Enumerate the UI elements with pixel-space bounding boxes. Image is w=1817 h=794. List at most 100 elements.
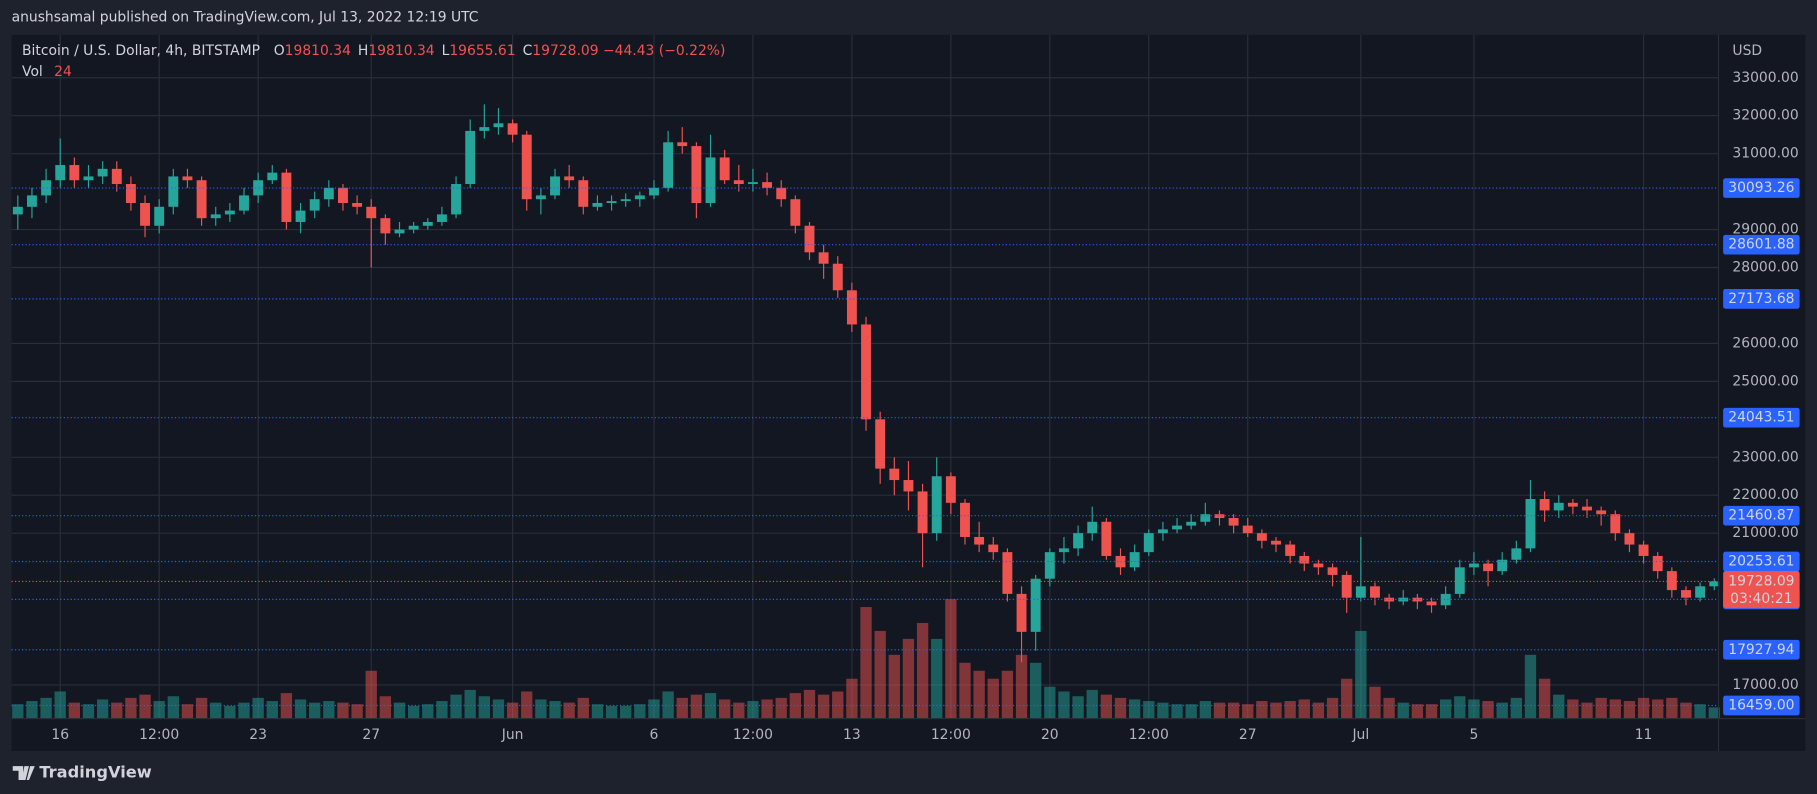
volume-bar — [393, 702, 406, 719]
x-tick-label: 12:00 — [733, 727, 773, 743]
volume-bar — [959, 662, 971, 719]
candle-body — [1666, 571, 1677, 591]
candle-body — [1044, 552, 1055, 579]
currency: USD — [1732, 43, 1762, 59]
volume-bar — [931, 638, 943, 719]
candle-body — [422, 221, 433, 226]
candle-body — [1271, 540, 1281, 545]
candle-body — [1299, 555, 1310, 564]
volume-bar — [309, 702, 321, 719]
volume-bar — [407, 705, 420, 719]
candle-body — [267, 172, 278, 181]
volume-bar — [1058, 691, 1070, 719]
level-tag — [1723, 178, 1800, 198]
candle-body — [677, 142, 688, 147]
volume-bar — [1015, 654, 1028, 719]
x-tick-label: 13 — [843, 727, 861, 743]
level-tag — [1723, 234, 1800, 255]
volume-bar — [549, 701, 561, 719]
volume-bar — [238, 702, 250, 719]
candle-body — [479, 127, 490, 131]
candle-body — [649, 187, 659, 196]
volume-bar — [1284, 701, 1296, 719]
candle-body — [705, 157, 716, 203]
volume-bar — [1567, 699, 1579, 719]
volume-bar — [1242, 704, 1254, 719]
y-tick-label: 31000.00 — [1732, 146, 1798, 162]
x-tick-label: 16 — [51, 727, 69, 743]
volume-bar — [1553, 694, 1565, 719]
candle-body — [1242, 525, 1253, 534]
volume-bar — [1652, 699, 1664, 719]
marks — [12, 104, 1720, 719]
candle-body — [1002, 552, 1013, 594]
candle-body — [239, 195, 249, 211]
volume-bar — [1468, 699, 1480, 719]
candle-body — [1157, 529, 1168, 534]
volume-bar — [535, 699, 547, 719]
x-tick-label: 12:00 — [1129, 727, 1169, 743]
volume-bar — [1256, 701, 1268, 719]
volume-bar — [1595, 697, 1607, 719]
level-label: 21460.87 — [1728, 508, 1794, 524]
candle-body — [592, 202, 603, 207]
volume-bar — [1637, 697, 1650, 719]
volume-bar — [1143, 701, 1155, 719]
candle-body — [168, 176, 179, 207]
candle-body — [733, 180, 744, 185]
volume-bar — [111, 702, 123, 719]
volume-bar — [874, 630, 886, 719]
volume-bar — [1369, 686, 1381, 719]
candle-body — [1426, 601, 1437, 606]
volume-bar — [153, 701, 165, 719]
ohlc: O19810.34 H19810.34 L19655.61 C19728.09 — [274, 43, 599, 59]
candle-body — [861, 324, 871, 420]
candle-body — [451, 184, 462, 215]
candle-body — [12, 206, 23, 215]
volume-bar — [577, 697, 589, 719]
candle-body — [1553, 502, 1564, 511]
candle-body — [182, 176, 193, 181]
y-tick-label: 21000.00 — [1732, 525, 1798, 541]
brand-logo: TradingView — [12, 763, 152, 782]
candle-body — [903, 480, 914, 492]
volume-bar — [690, 694, 703, 719]
volume-bar — [1185, 704, 1197, 719]
candle-body — [889, 468, 900, 481]
volume-bar — [139, 694, 151, 719]
volume-bar — [1694, 704, 1706, 719]
candle-body — [1186, 521, 1197, 526]
change: −44.43 (−0.22%) — [603, 43, 725, 59]
volume-bar — [789, 693, 802, 719]
brand-name: TradingView — [39, 763, 151, 782]
candle-body — [988, 544, 999, 553]
candle-body — [762, 182, 773, 188]
candle-body — [253, 180, 264, 196]
volume-bar — [775, 697, 787, 719]
candle-body — [1497, 559, 1508, 572]
volume-bar — [803, 689, 816, 719]
candle-body — [945, 476, 956, 503]
x-tick-label: 12:00 — [931, 727, 971, 743]
volume-bar — [1312, 702, 1325, 719]
candle-body — [1327, 567, 1338, 575]
volume-bar — [1044, 686, 1056, 719]
volume-bar — [195, 697, 208, 719]
volume-bar — [1072, 696, 1084, 719]
candle-body — [507, 123, 518, 135]
candle-body — [1440, 593, 1451, 606]
volume-bar — [987, 678, 999, 719]
level-tag — [1723, 551, 1800, 572]
ohlc-value: 19655.61 — [449, 43, 515, 59]
volume-bar — [1086, 689, 1098, 719]
candle-body — [1539, 499, 1550, 511]
x-tick-label: Jul — [1351, 727, 1369, 743]
volume-bar — [945, 599, 957, 719]
candle-body — [1143, 533, 1154, 553]
volume-bar — [1496, 702, 1508, 719]
current-price-label: 19728.09 — [1728, 573, 1794, 589]
ohlc-key: L — [442, 43, 450, 59]
candle-body — [1313, 563, 1324, 568]
volume-bar — [1680, 702, 1692, 719]
volume-bar — [1440, 699, 1452, 719]
